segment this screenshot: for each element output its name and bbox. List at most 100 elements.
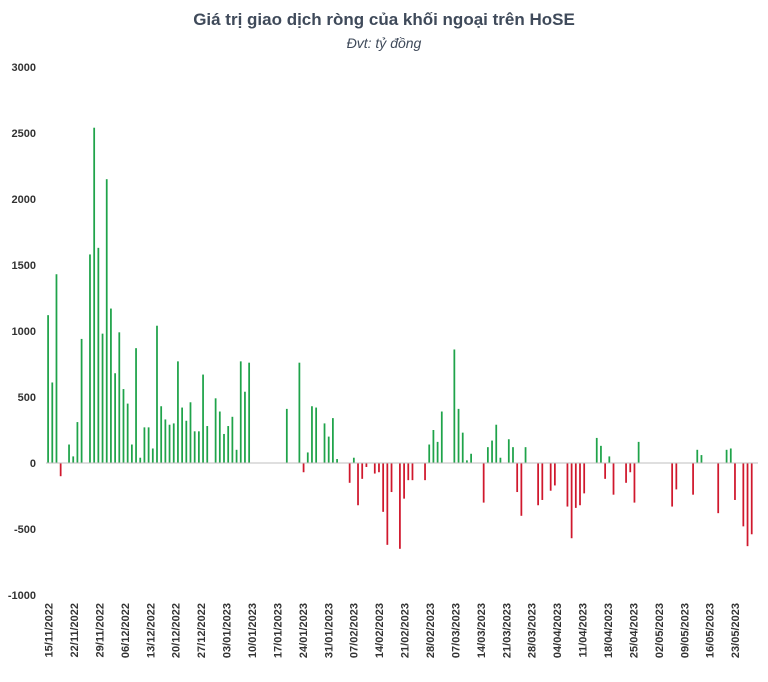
- bar: [566, 463, 569, 507]
- bar: [126, 403, 129, 463]
- bar: [151, 448, 154, 463]
- bar: [549, 463, 552, 491]
- bar: [68, 444, 70, 463]
- x-tick-label: 06/12/2022: [120, 603, 132, 658]
- bar: [537, 463, 539, 506]
- bar: [424, 463, 426, 481]
- x-tick-label: 28/03/2023: [527, 603, 539, 658]
- bar: [604, 463, 607, 479]
- bar: [633, 463, 636, 503]
- x-tick-label: 04/04/2023: [552, 603, 564, 658]
- bar: [110, 308, 112, 463]
- bar: [239, 361, 242, 463]
- x-tick-label: 25/04/2023: [628, 603, 640, 658]
- bar: [302, 463, 305, 473]
- x-tick-label: 03/01/2023: [222, 603, 234, 658]
- bar: [72, 456, 75, 463]
- bar: [507, 439, 510, 463]
- bar: [583, 463, 586, 494]
- bar: [332, 418, 334, 463]
- bar: [51, 382, 54, 463]
- x-tick-label: 22/11/2022: [69, 603, 81, 657]
- bar: [327, 436, 330, 463]
- x-tick-label: 02/05/2023: [654, 603, 666, 658]
- bar: [750, 463, 753, 535]
- bar: [93, 127, 96, 463]
- bar: [717, 463, 720, 514]
- bar: [311, 406, 313, 463]
- bar: [47, 315, 49, 463]
- bar: [172, 423, 175, 463]
- bar: [373, 463, 376, 474]
- bar: [177, 361, 179, 463]
- bar: [76, 422, 79, 463]
- bar: [105, 179, 108, 463]
- bar: [156, 325, 158, 463]
- bar: [625, 463, 627, 483]
- bar: [193, 431, 196, 463]
- bar: [315, 407, 318, 463]
- y-tick-label: 1000: [12, 326, 36, 338]
- bar: [436, 441, 439, 463]
- bar: [248, 362, 251, 463]
- bar: [512, 447, 514, 463]
- bar: [399, 463, 401, 549]
- x-tick-label: 18/04/2023: [603, 603, 615, 658]
- bar: [516, 463, 519, 493]
- x-tick-label: 20/12/2022: [171, 603, 183, 658]
- bar: [336, 459, 338, 463]
- bar: [101, 333, 104, 463]
- bar: [725, 449, 728, 463]
- bar: [499, 457, 502, 463]
- x-tick-label: 17/01/2023: [272, 603, 284, 658]
- bar: [595, 437, 598, 463]
- y-tick-label: -1000: [8, 590, 36, 602]
- bar: [600, 445, 602, 463]
- bar: [692, 463, 694, 495]
- bar: [122, 389, 125, 463]
- x-tick-label: 29/11/2022: [94, 603, 106, 657]
- y-tick-label: 500: [18, 392, 36, 404]
- bar: [486, 447, 489, 463]
- bar: [181, 407, 183, 463]
- x-tick-label: 21/02/2023: [400, 603, 412, 658]
- bar: [403, 463, 405, 499]
- bar: [386, 463, 389, 545]
- y-tick-label: 2500: [12, 128, 36, 140]
- bar: [432, 430, 435, 463]
- bar: [495, 424, 498, 463]
- x-tick-label: 31/01/2023: [323, 603, 335, 658]
- y-tick-label: -500: [14, 524, 36, 536]
- chart-title: Giá trị giao dịch ròng của khối ngoại tr…: [193, 10, 575, 29]
- bar: [168, 424, 171, 463]
- bar: [696, 449, 699, 463]
- bar: [675, 463, 678, 490]
- bar: [89, 254, 91, 463]
- x-tick-label: 16/05/2023: [705, 603, 717, 658]
- x-tick-label: 11/04/2023: [578, 603, 590, 657]
- bar: [185, 420, 188, 463]
- bar: [214, 398, 217, 463]
- bar: [357, 463, 359, 506]
- x-tick-label: 10/01/2023: [247, 603, 259, 658]
- bar: [520, 463, 523, 516]
- bar: [742, 463, 745, 527]
- bar: [160, 406, 163, 463]
- bar: [428, 444, 431, 463]
- bar: [671, 463, 674, 507]
- bar: [453, 349, 456, 463]
- x-tick-label: 24/01/2023: [298, 603, 310, 658]
- bar: [457, 408, 460, 463]
- bar: [227, 426, 230, 463]
- bar: [218, 411, 221, 463]
- bar: [235, 449, 238, 463]
- bar: [143, 427, 146, 463]
- bar: [130, 444, 133, 463]
- x-tick-label: 23/05/2023: [730, 603, 742, 658]
- bar: [223, 433, 225, 463]
- bar: [197, 431, 200, 463]
- bar: [411, 463, 414, 481]
- y-axis: 3000 2500 2000 1500 1000 500 0 -500 -1000: [8, 62, 36, 602]
- bar: [164, 419, 167, 463]
